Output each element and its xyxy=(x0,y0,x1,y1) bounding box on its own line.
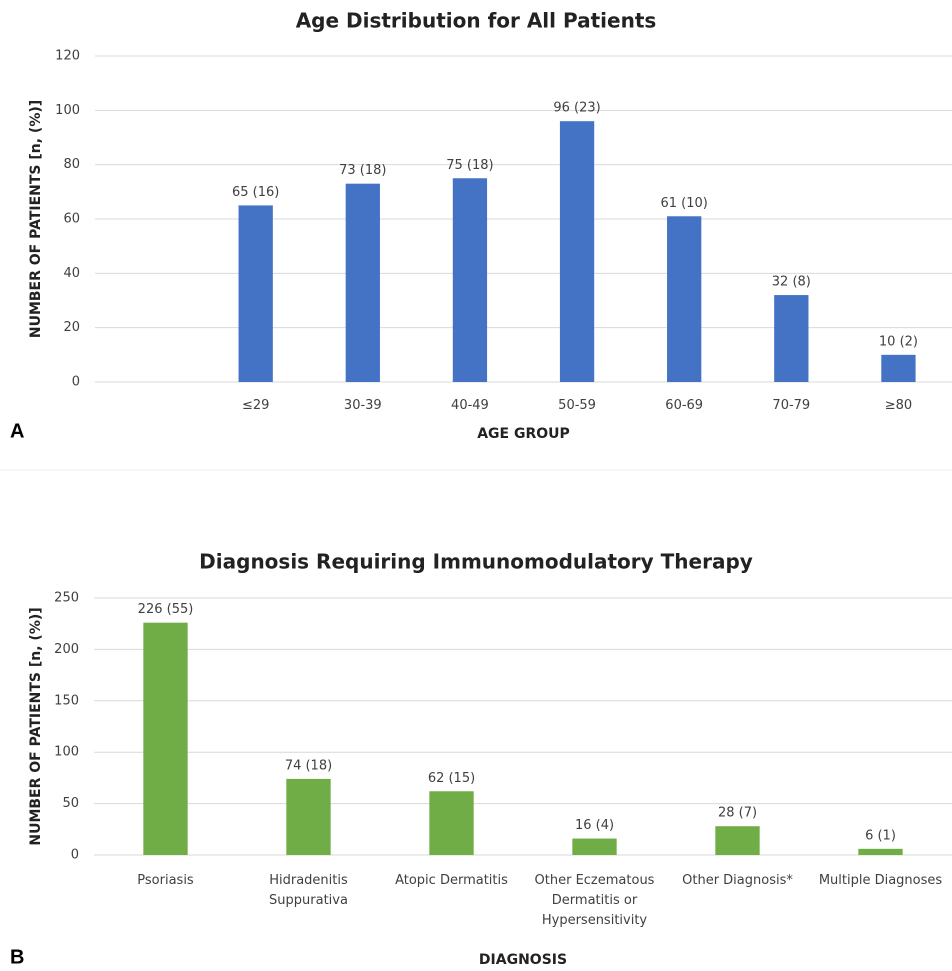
y-tick-label: 100 xyxy=(55,103,80,118)
data-label: 75 (18) xyxy=(446,158,493,173)
y-tick-label: 40 xyxy=(63,266,80,281)
y-tick-label: 120 xyxy=(55,49,80,64)
x-tick-label: ≤29 xyxy=(242,398,269,413)
data-label: 73 (18) xyxy=(339,163,386,178)
data-label: 226 (55) xyxy=(138,602,194,617)
data-label: 28 (7) xyxy=(718,806,757,821)
bar xyxy=(774,295,809,382)
data-label: 65 (16) xyxy=(232,185,279,200)
x-axis-title: AGE GROUP xyxy=(477,426,570,442)
y-tick-label: 0 xyxy=(71,848,79,863)
x-tick-label: Atopic Dermatitis xyxy=(395,873,508,888)
y-tick-label: 100 xyxy=(54,745,79,760)
data-label: 74 (18) xyxy=(285,758,332,773)
data-label: 61 (10) xyxy=(661,196,708,211)
data-label: 62 (15) xyxy=(428,771,475,786)
data-label: 96 (23) xyxy=(553,101,600,116)
x-tick-label: 40-49 xyxy=(451,398,489,413)
y-tick-label: 0 xyxy=(72,375,80,390)
x-tick-label: Psoriasis xyxy=(137,873,194,888)
x-tick-label: 70-79 xyxy=(772,398,810,413)
y-tick-label: 250 xyxy=(54,591,79,606)
y-tick-label: 150 xyxy=(54,693,79,708)
bar xyxy=(559,121,595,382)
bar xyxy=(238,205,273,382)
bar xyxy=(429,791,474,855)
bar xyxy=(881,354,916,382)
x-tick-label: Multiple Diagnoses xyxy=(819,873,943,888)
bar xyxy=(286,778,331,855)
x-tick-label: Other Diagnosis* xyxy=(682,873,793,888)
data-label: 32 (8) xyxy=(772,275,811,290)
bar xyxy=(858,848,903,855)
x-tick-label: Hidradenitis Suppurativa xyxy=(269,873,348,908)
x-tick-label: 60-69 xyxy=(665,398,703,413)
data-label: 16 (4) xyxy=(575,818,614,833)
y-tick-label: 50 xyxy=(62,796,79,811)
data-label: 6 (1) xyxy=(865,828,896,843)
bar xyxy=(667,216,702,382)
y-tick-label: 20 xyxy=(63,320,80,335)
x-axis-title: DIAGNOSIS xyxy=(479,952,567,968)
bar xyxy=(345,183,380,382)
bar xyxy=(715,826,760,855)
bar xyxy=(143,622,188,855)
bar xyxy=(452,178,488,382)
chart-title: Diagnosis Requiring Immunomodulatory The… xyxy=(199,550,753,574)
y-axis-title: NUMBER OF PATIENTS [n, (%)] xyxy=(28,607,44,845)
y-tick-label: 80 xyxy=(63,157,80,172)
bar xyxy=(572,838,617,855)
y-tick-label: 60 xyxy=(63,212,80,227)
data-label: 10 (2) xyxy=(879,334,918,349)
x-tick-label: Other Eczematous Dermatitis or Hypersensit… xyxy=(535,873,655,928)
x-tick-label: 50-59 xyxy=(558,398,596,413)
chart-title: Age Distribution for All Patients xyxy=(296,9,657,33)
x-tick-label: 30-39 xyxy=(344,398,382,413)
y-axis-title: NUMBER OF PATIENTS [n, (%)] xyxy=(28,100,44,338)
panel-label: A xyxy=(10,420,24,442)
x-tick-label: ≥80 xyxy=(885,398,912,413)
panel-label: B xyxy=(10,946,24,968)
y-tick-label: 200 xyxy=(54,642,79,657)
